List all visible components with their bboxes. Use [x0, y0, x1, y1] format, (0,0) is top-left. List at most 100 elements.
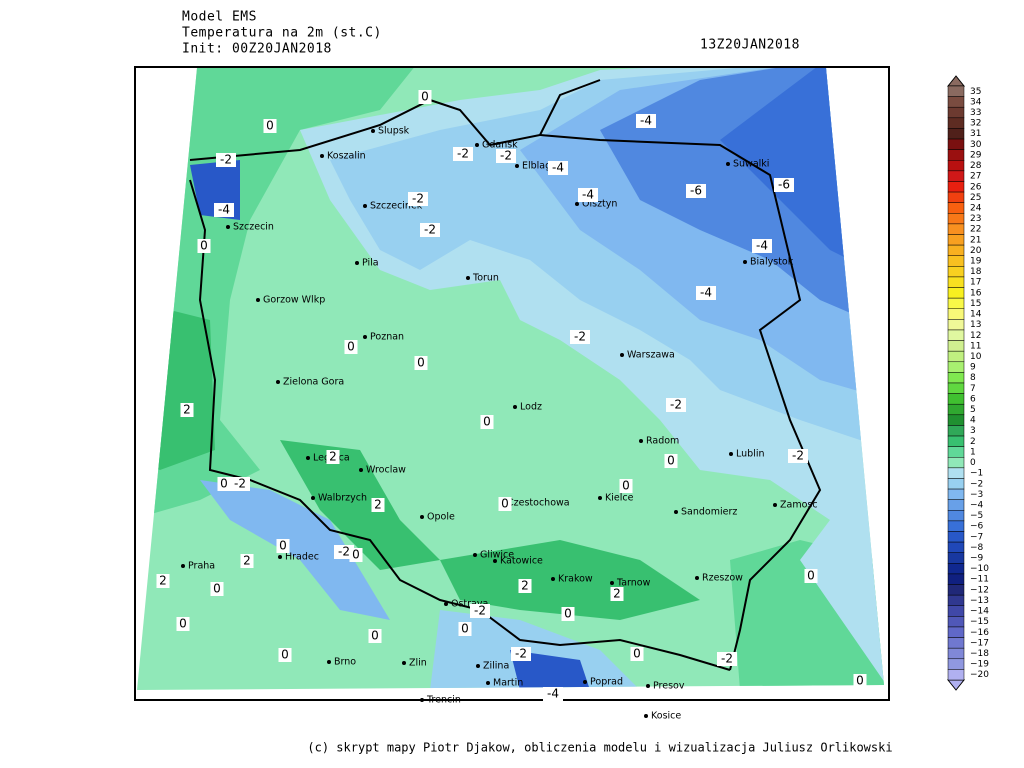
city-dot [620, 353, 624, 357]
colorbar-label: −3 [970, 490, 983, 500]
city-label: Wroclaw [366, 465, 406, 476]
colorbar-label: −9 [970, 554, 984, 564]
city-dot [773, 503, 777, 507]
colorbar-swatch [947, 117, 965, 129]
contour-label: -6 [778, 178, 790, 192]
contour-label: -2 [474, 604, 486, 618]
city-label: Katowice [500, 556, 543, 567]
contour-label: -4 [700, 286, 712, 300]
city-dot [551, 577, 555, 581]
colorbar-swatch [947, 85, 965, 97]
contour-label: 0 [622, 479, 630, 493]
contour-label: 0 [281, 648, 289, 662]
city-dot [311, 496, 315, 500]
contour-label: 0 [421, 90, 429, 104]
city-dot [726, 162, 730, 166]
contour-label: -2 [457, 147, 469, 161]
contour-label-bg [630, 647, 644, 661]
city-dot [420, 698, 424, 702]
colorbar-swatch [947, 414, 965, 426]
colorbar-label: 20 [970, 246, 982, 256]
city-dot [743, 260, 747, 264]
colorbar-swatch [947, 234, 965, 246]
contour-label: -2 [220, 153, 232, 167]
city-dot [610, 581, 614, 585]
colorbar-swatch [947, 202, 965, 214]
colorbar-label: 1 [970, 447, 976, 457]
contour-label-bg [216, 153, 236, 167]
contour-label-bg [458, 622, 472, 636]
contour-label: -2 [670, 398, 682, 412]
colorbar-swatch [947, 467, 965, 479]
city-label: Gdansk [482, 140, 518, 151]
colorbar-label: 2 [970, 437, 976, 447]
contour-label: 0 [213, 582, 221, 596]
contour-label-bg [610, 587, 624, 601]
colorbar-label: 9 [970, 363, 976, 373]
city-dot [644, 714, 648, 718]
contour-label-bg [326, 450, 340, 464]
city-dot [493, 559, 497, 563]
contour-label-bg [752, 239, 772, 253]
colorbar-swatch [947, 457, 965, 469]
contour-label: 0 [266, 119, 274, 133]
contour-label-bg [418, 90, 432, 104]
city-label: Bialystok [750, 257, 794, 268]
colorbar-swatch [947, 276, 965, 288]
colorbar-swatch [947, 287, 965, 299]
colorbar-label: 0 [970, 458, 976, 468]
colorbar-label: −8 [970, 543, 984, 553]
colorbar-swatch [947, 244, 965, 256]
colorbar-swatch [947, 499, 965, 511]
city-label: Kielce [605, 493, 634, 504]
colorbar-swatch [947, 435, 965, 447]
contour-label: -2 [500, 149, 512, 163]
colorbar-swatch [947, 297, 965, 309]
contour-label-bg [197, 239, 211, 253]
contour-label: -2 [721, 652, 733, 666]
city-dot [486, 681, 490, 685]
colorbar-swatch [947, 96, 965, 108]
colorbar-label: −5 [970, 511, 983, 521]
city-label: Olsztyn [582, 199, 617, 210]
colorbar-label: −18 [970, 649, 989, 659]
contour-label: 0 [461, 622, 469, 636]
contour-label-bg [717, 652, 737, 666]
colorbar-label: 33 [970, 108, 981, 118]
city-dot [278, 555, 282, 559]
credits: (c) skrypt mapy Piotr Djakow, obliczenia… [307, 741, 892, 755]
city-label: Zilina [483, 661, 509, 672]
contour-label: 0 [667, 454, 675, 468]
city-label: Trencin [426, 695, 461, 706]
contour-label: 2 [521, 579, 529, 593]
colorbar-swatch [947, 106, 965, 119]
city-dot [181, 564, 185, 568]
contour-label-bg [636, 114, 656, 128]
colorbar-label: −4 [970, 500, 984, 510]
contour-label-bg [349, 548, 363, 562]
colorbar-label: 19 [970, 257, 982, 267]
city-label: Rzeszow [702, 573, 743, 584]
contour-label: -2 [574, 330, 586, 344]
colorbar-swatch [947, 531, 965, 543]
city-label: Gliwice [480, 550, 514, 561]
contour-label-bg [518, 579, 532, 593]
colorbar-swatch [947, 488, 965, 500]
colorbar-swatch [947, 669, 965, 681]
city-label: Krakow [558, 574, 593, 585]
contour-label-bg [420, 223, 440, 237]
contour-label: 0 [501, 497, 509, 511]
contour-label-bg [214, 203, 234, 217]
colorbar-label: −10 [970, 564, 989, 574]
city-dot [515, 164, 519, 168]
colorbar-swatch [947, 520, 965, 532]
contour-label: -4 [640, 114, 652, 128]
colorbar-label: 32 [970, 119, 981, 129]
contour-label-bg [276, 539, 290, 553]
city-dot [327, 660, 331, 664]
city-label: Gorzow Wlkp [263, 295, 325, 306]
colorbar-swatch [947, 552, 965, 564]
colorbar: 3534333231302928272625242322212019181716… [946, 75, 989, 691]
contour-label: -4 [756, 239, 768, 253]
colorbar-swatch [947, 223, 965, 235]
